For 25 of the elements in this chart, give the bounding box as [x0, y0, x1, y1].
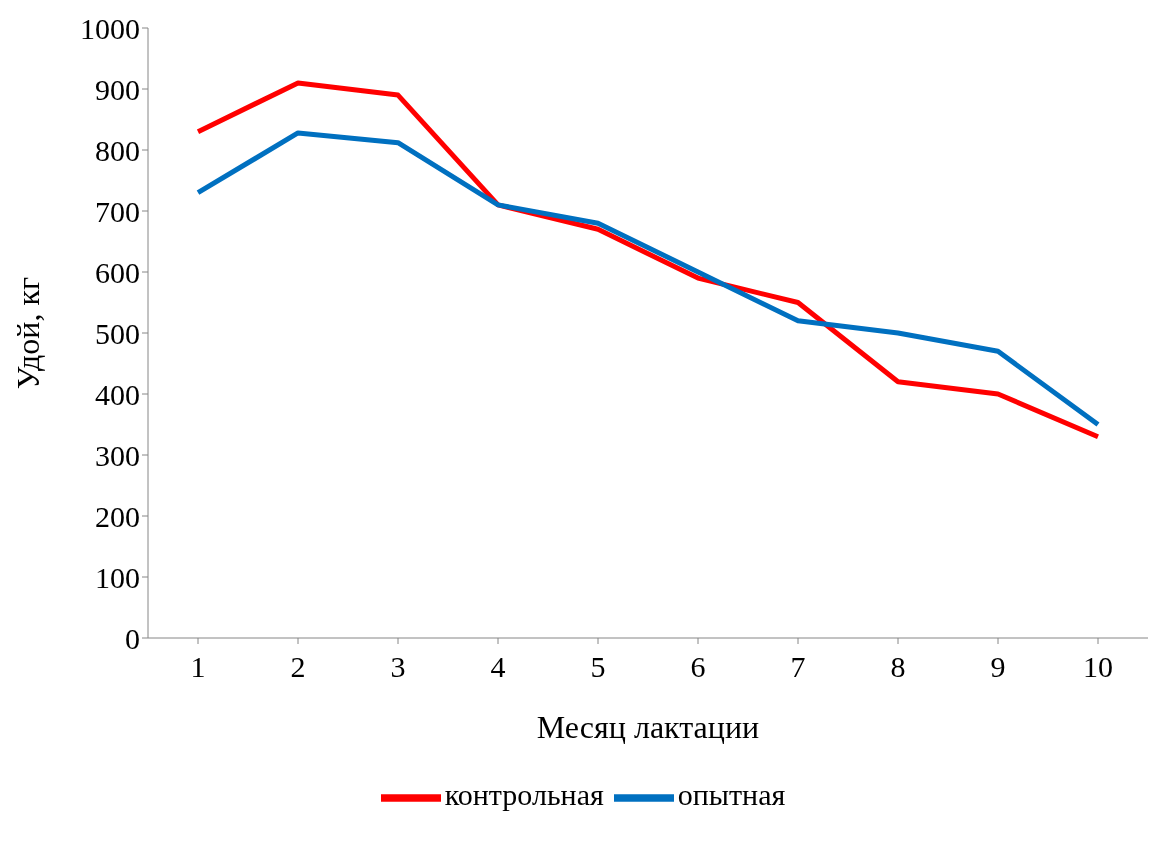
x-tick-label: 7 [790, 650, 806, 684]
y-tick-label: 0 [125, 621, 140, 655]
x-tick-label: 3 [390, 650, 406, 684]
y-tick-label: 900 [95, 72, 140, 106]
x-tick-label: 6 [690, 650, 706, 684]
y-tick-label: 200 [95, 499, 140, 533]
y-tick-label: 800 [95, 133, 140, 167]
y-tick-label: 300 [95, 438, 140, 472]
x-tick-label: 1 [190, 650, 206, 684]
x-axis-title: Месяц лактации [536, 709, 760, 745]
legend-label: опытная [677, 777, 786, 811]
y-tick-label: 700 [95, 194, 140, 228]
y-tick-label: 400 [95, 377, 140, 411]
x-tick-label: 2 [290, 650, 306, 684]
y-tick-label: 100 [95, 560, 140, 594]
legend-label: контрольная [444, 777, 604, 811]
x-tick-label: 5 [590, 650, 606, 684]
y-tick-label: 600 [95, 255, 140, 289]
y-tick-label: 500 [95, 316, 140, 350]
y-tick-label: 1000 [80, 11, 140, 45]
x-tick-label: 8 [890, 650, 906, 684]
x-tick-label: 9 [990, 650, 1006, 684]
x-tick-label: 10 [1083, 650, 1113, 684]
y-axis-title: Удой, кг [10, 276, 47, 390]
x-tick-label: 4 [490, 650, 506, 684]
